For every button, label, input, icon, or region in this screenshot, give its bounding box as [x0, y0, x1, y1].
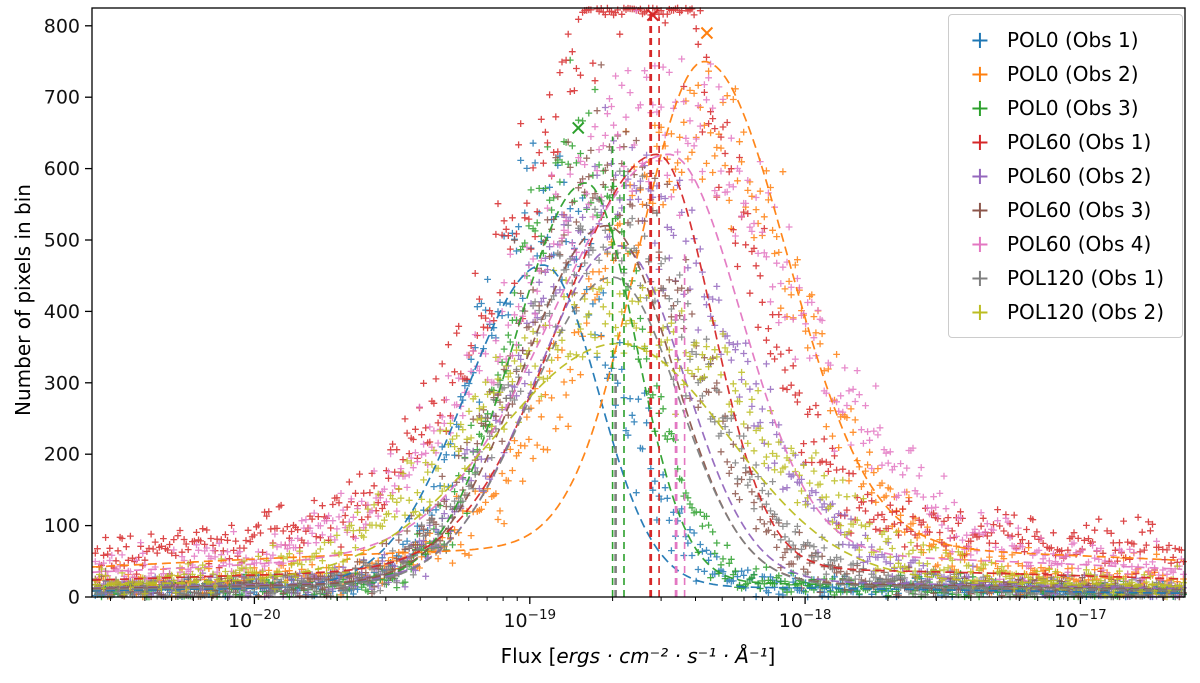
- peak-x-marker: [572, 121, 585, 135]
- legend-item: + POL120 (Obs 1): [957, 261, 1164, 295]
- y-tick-label: 500: [44, 230, 80, 252]
- fit-curve: [91, 153, 1183, 574]
- plus-marker-icon: +: [969, 196, 991, 224]
- peak-x-marker: [700, 26, 714, 40]
- scatter-series: [91, 7, 1187, 591]
- y-axis-label: Number of pixels in bin: [11, 184, 35, 416]
- y-tick-label: 600: [44, 158, 80, 180]
- plus-marker-icon: +: [969, 128, 991, 156]
- legend-label: POL120 (Obs 1): [1006, 266, 1164, 290]
- legend-item: + POL60 (Obs 4): [957, 227, 1164, 261]
- x-tick-label: 10−19: [503, 607, 556, 632]
- y-tick-label: 800: [44, 15, 80, 37]
- y-tick-label: 0: [68, 587, 80, 609]
- legend-item: + POL60 (Obs 1): [957, 125, 1164, 159]
- legend-item: + POL0 (Obs 1): [957, 23, 1164, 57]
- plus-marker-icon: +: [969, 60, 991, 88]
- legend-label: POL0 (Obs 1): [1006, 28, 1139, 52]
- legend-label: POL60 (Obs 4): [1006, 232, 1152, 256]
- y-tick-label: 700: [44, 87, 80, 109]
- legend: + POL0 (Obs 1) + POL0 (Obs 2) + POL0 (Obs 3) +…: [947, 14, 1183, 338]
- plus-marker-icon: +: [969, 162, 991, 190]
- legend-label: POL60 (Obs 1): [1006, 130, 1152, 154]
- legend-item: + POL60 (Obs 2): [957, 159, 1164, 193]
- fit-curve: [91, 60, 1183, 568]
- x-tick-label: 10−17: [1054, 607, 1107, 632]
- legend-item: + POL0 (Obs 2): [957, 57, 1164, 91]
- x-label-suffix: ]: [767, 644, 776, 668]
- x-label-prefix: Flux [: [500, 644, 557, 668]
- legend-label: POL0 (Obs 3): [1006, 96, 1139, 120]
- fit-curve: [91, 264, 1183, 595]
- fit-curve: [91, 276, 1183, 592]
- y-tick-label: 400: [44, 301, 80, 323]
- x-tick-label: 10−18: [779, 607, 832, 632]
- y-tick-label: 300: [44, 372, 80, 394]
- fit-curve: [91, 244, 1183, 590]
- x-axis-label: Flux [ergs · cm⁻² · s⁻¹ · Å⁻¹]: [501, 644, 776, 668]
- legend-item: + POL120 (Obs 2): [957, 295, 1164, 329]
- legend-label: POL0 (Obs 2): [1006, 62, 1139, 86]
- axes-frame: [91, 7, 1186, 598]
- legend-item: + POL60 (Obs 3): [957, 193, 1164, 227]
- plus-marker-icon: +: [969, 264, 991, 292]
- legend-item: + POL0 (Obs 3): [957, 91, 1164, 125]
- legend-label: POL60 (Obs 2): [1006, 164, 1152, 188]
- fit-curve: [92, 182, 1183, 591]
- plus-marker-icon: +: [969, 230, 991, 258]
- legend-label: POL60 (Obs 3): [1006, 198, 1152, 222]
- fit-curve: [91, 224, 1183, 591]
- x-tick-label: 10−20: [228, 607, 281, 632]
- y-tick-label: 200: [44, 444, 80, 466]
- peak-x-marker: [646, 8, 660, 22]
- legend-label: POL120 (Obs 2): [1006, 300, 1164, 324]
- plus-marker-icon: +: [969, 26, 991, 54]
- y-tick-label: 100: [44, 515, 80, 537]
- plus-marker-icon: +: [969, 298, 991, 326]
- plus-marker-icon: +: [969, 94, 991, 122]
- fit-curve: [92, 342, 1183, 587]
- x-label-units: ergs · cm⁻² · s⁻¹ · Å⁻¹: [556, 644, 768, 668]
